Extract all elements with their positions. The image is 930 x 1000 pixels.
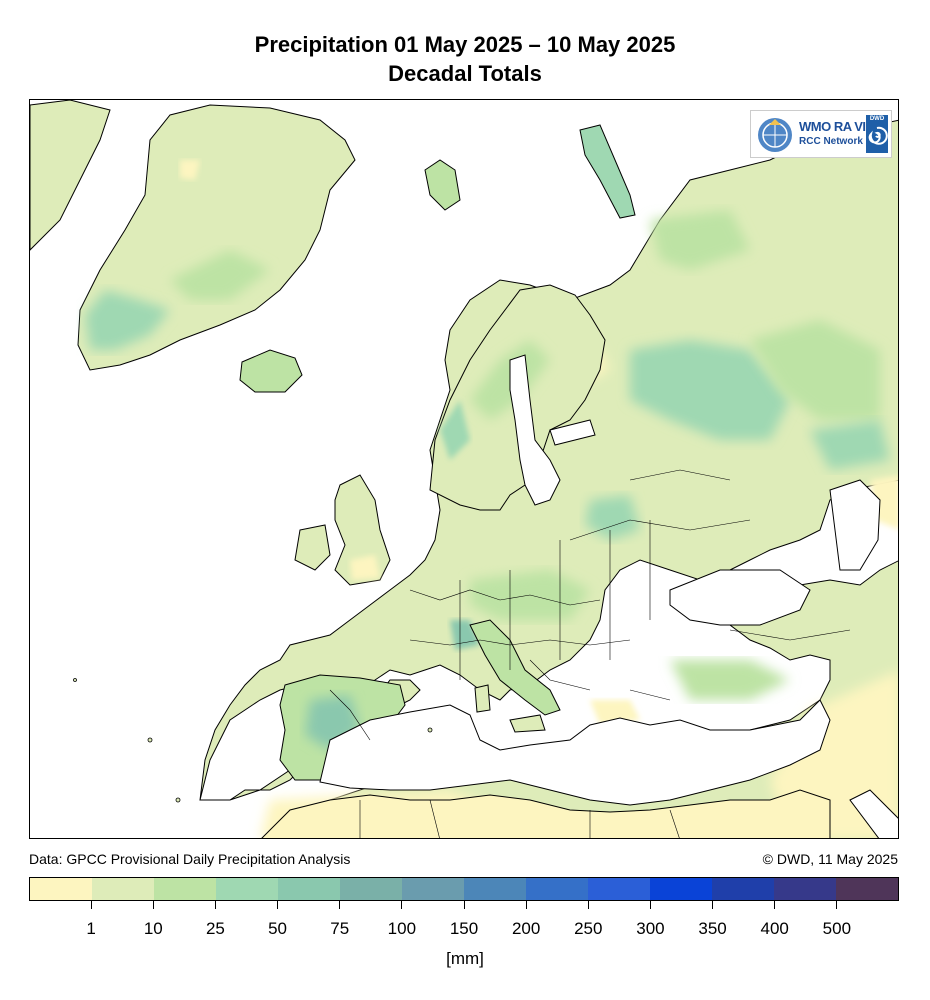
logo-subtitle: RCC Network [799,136,863,147]
legend-colorbar [29,877,899,901]
legend-tick-mark [463,901,465,909]
dwd-swirl-icon [868,126,888,145]
legend-tick-label: 250 [574,919,603,938]
legend-tick-mark [774,901,776,909]
legend-tick-mark [525,901,527,909]
legend-color-swatch [154,878,216,900]
legend-tick-mark [214,901,216,909]
legend-color-swatch [836,878,898,900]
legend-color-swatch [92,878,154,900]
legend-tick-mark [712,901,714,909]
legend-tick-label: 10 [143,919,163,938]
map-subtitle: Decadal Totals [388,61,542,86]
water-red-sea [849,789,898,838]
water-mediterranean-sea [319,699,831,806]
legend-tick-label: 350 [698,919,727,938]
map-title: Precipitation 01 May 2025 – 10 May 2025 [254,32,676,57]
landmass-british-isles [294,474,391,586]
legend-tick-label: 75 [330,919,350,938]
landmass-italy [469,619,561,716]
landmass-iceland [239,349,303,393]
island-azores [147,737,153,743]
island-balearic [427,727,433,733]
island-madeira [175,797,181,803]
legend-tick-mark [339,901,341,909]
legend-color-swatch [526,878,588,900]
island-azores-west [73,678,77,682]
water-gulf-of-finland [549,419,596,446]
legend-tick-label: 300 [636,919,665,938]
legend-tick-label: 100 [387,919,417,938]
precipitation-map: WMO RA VI RCC Network DWD [29,99,899,839]
legend-tick-mark [836,901,838,909]
legend-color-swatch [30,878,92,900]
landmass-svalbard [424,159,461,211]
legend-tick-mark [90,901,92,909]
wmo-emblem-icon [758,118,792,152]
legend-tick-label: 400 [760,919,789,938]
legend-tick-label: 25 [205,919,225,938]
legend-color-swatch [216,878,278,900]
legend-color-swatch [464,878,526,900]
legend-color-swatch [402,878,464,900]
legend-tick-mark [587,901,589,909]
legend-tick-label: 50 [268,919,288,938]
dwd-badge-text: DWD [869,116,885,122]
legend-tick-label: 150 [449,919,479,938]
landmass-novaya-zemlya [579,124,636,219]
logo-title: WMO RA VI [799,119,866,134]
country-borders [329,469,851,838]
legend-color-swatch [774,878,836,900]
legend-color-swatch [340,878,402,900]
legend-tick-mark [152,901,154,909]
data-source-text: Data: GPCC Provisional Daily Precipitati… [29,851,351,867]
map-canvas [30,100,898,838]
legend-tick-mark [649,901,651,909]
wmo-rcc-logo: WMO RA VI RCC Network DWD [750,110,892,158]
legend-color-swatch [588,878,650,900]
water-caspian-sea [829,479,881,571]
legend-tick-label: 200 [511,919,541,938]
legend-tick-label: 1 [86,919,96,938]
landmass-greenland [77,104,356,371]
legend-color-swatch [712,878,774,900]
legend-unit: [mm] [446,949,484,968]
legend-tick-label: 500 [822,919,852,938]
water-black-sea [669,569,811,626]
legend-tick-mark [401,901,403,909]
landmass-canada [30,100,111,251]
legend-tick-mark [277,901,279,909]
copyright-text: © DWD, 11 May 2025 [762,851,898,867]
landmass-sicily [509,714,546,733]
water-baltic-sea [509,354,561,506]
landmass-sardinia [474,684,491,713]
dwd-logo: DWD [866,115,888,153]
legend-color-swatch [278,878,340,900]
legend-color-swatch [650,878,712,900]
landmass-iberia [279,674,406,781]
